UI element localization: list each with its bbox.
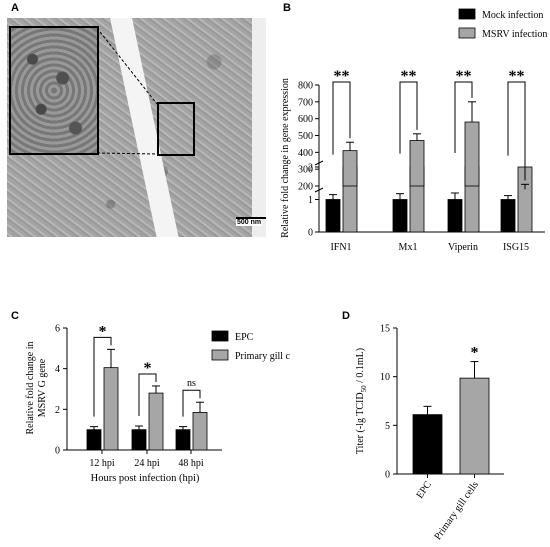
b-legend-swatch-mock — [458, 8, 476, 20]
b-ytick-label: 300 — [298, 165, 313, 176]
c-bar-gill — [192, 411, 208, 451]
b-ytick-label: 400 — [298, 148, 313, 159]
b-bar-mock — [325, 199, 341, 233]
c-bar-epc — [86, 429, 102, 451]
b-bar-msrv-upper — [464, 121, 480, 187]
b-bar-mock — [500, 199, 516, 233]
b-ytick-label: 2 — [308, 163, 313, 174]
b-legend-label-msrv: MSRV infection — [482, 29, 547, 40]
b-axis-break-mark-2 — [314, 160, 324, 166]
b-sig-label: ** — [334, 68, 350, 85]
d-y-axis-title-sub: 50 — [360, 385, 368, 393]
b-y-axis-title: Relative fold change in gene expression — [280, 78, 291, 238]
chart-d: 0 5 10 15 Titer (-lg TCID50 / 0.1mL) EPCPrima… — [355, 324, 504, 542]
b-axis-break-mark-1 — [314, 187, 324, 193]
c-y-axis-title-line2: MSRV G gene — [37, 358, 48, 417]
c-y-axis-title-line1: Relative fold change in — [25, 341, 36, 434]
panel-a-letter: A — [11, 2, 19, 14]
b-legend-label-mock: Mock infection — [482, 10, 543, 21]
d-y-axis-title: Titer (-lg TCID50 / 0.1mL) — [355, 348, 368, 454]
zoom-region-box — [157, 102, 195, 156]
c-sig-bracket — [138, 373, 157, 417]
b-sig-bracket — [399, 81, 418, 154]
d-ytick-label: 15 — [380, 324, 390, 335]
d-ytick-label: 5 — [385, 421, 390, 432]
c-legend-swatch-epc — [211, 330, 229, 342]
b-bar-msrv-upper — [409, 140, 425, 187]
c-ytick-label: 2 — [55, 405, 60, 416]
c-ytick-label: 0 — [55, 446, 60, 457]
tem-micrograph: 500 nm — [7, 18, 266, 237]
c-sig-label: * — [99, 323, 107, 340]
c-sig-label: ns — [187, 378, 196, 389]
scale-bar — [236, 217, 266, 219]
b-xtick-label: IFN1 — [330, 242, 351, 253]
b-xtick-label: Mx1 — [399, 242, 418, 253]
c-xtick-label: 12 hpi — [89, 458, 115, 469]
c-ytick-label: 4 — [55, 364, 60, 375]
b-ytick-label: 200 — [298, 182, 313, 193]
micrograph-edge — [252, 18, 266, 237]
b-sig-bracket — [332, 81, 351, 155]
panel-b-letter: B — [283, 2, 291, 14]
c-bar-gill — [148, 392, 164, 451]
b-xtick-label: ISG15 — [503, 242, 529, 253]
magnified-inset — [9, 26, 99, 155]
d-xtick-label: Primary gill cells — [432, 479, 481, 542]
c-legend-label-epc: EPC — [235, 332, 254, 343]
c-xtick-label: 24 hpi — [134, 458, 160, 469]
d-y-axis-title-end: / 0.1mL) — [355, 348, 366, 386]
b-sig-label: ** — [401, 68, 417, 85]
b-legend-swatch-msrv — [458, 27, 476, 39]
c-ytick-label: 6 — [55, 324, 60, 335]
b-sig-label: ** — [509, 68, 525, 85]
b-ytick-label: 800 — [298, 81, 313, 92]
d-bar — [459, 377, 490, 475]
b-sig-label: ** — [456, 68, 472, 85]
c-sig-bracket — [182, 389, 201, 417]
scale-bar-label: 500 nm — [236, 219, 263, 226]
c-x-axis-title: Hours post infection (hpi) — [91, 473, 200, 484]
b-ytick-label: 1 — [308, 195, 313, 206]
c-sig-bracket — [93, 336, 112, 417]
b-bar-mock — [447, 199, 463, 233]
b-sig-bracket — [507, 81, 526, 181]
c-bar-gill — [103, 367, 119, 451]
d-sig-label: * — [471, 345, 479, 362]
b-bar-mock — [392, 199, 408, 233]
b-ytick-label: 500 — [298, 131, 313, 142]
panel-c-letter: C — [11, 310, 19, 322]
d-ytick-label: 0 — [385, 470, 390, 481]
c-legend-label-gill: Primary gill cells — [235, 351, 290, 362]
d-y-axis-title-main: Titer (-lg TCID — [355, 392, 366, 454]
c-xtick-label: 48 hpi — [178, 458, 204, 469]
d-bar — [412, 414, 443, 475]
c-bar-epc — [131, 429, 147, 451]
panel-d-letter: D — [342, 310, 350, 322]
c-bar-epc — [175, 429, 191, 451]
c-legend-swatch-gill — [211, 349, 229, 361]
c-sig-label: * — [144, 360, 152, 377]
b-ytick-label: 0 — [308, 228, 313, 239]
b-bar-msrv-upper — [342, 150, 358, 187]
b-xtick-label: Viperin — [448, 242, 478, 253]
d-xtick-label: EPC — [414, 479, 434, 501]
chart-b: 200 300 400 500 600 700 800 0 1 2 Relative fold ch… — [280, 8, 547, 253]
zoom-lines — [96, 27, 158, 155]
b-ytick-label: 600 — [298, 114, 313, 125]
b-sig-bracket — [454, 81, 473, 153]
d-ytick-label: 10 — [380, 372, 390, 383]
b-ytick-label: 700 — [298, 97, 313, 108]
